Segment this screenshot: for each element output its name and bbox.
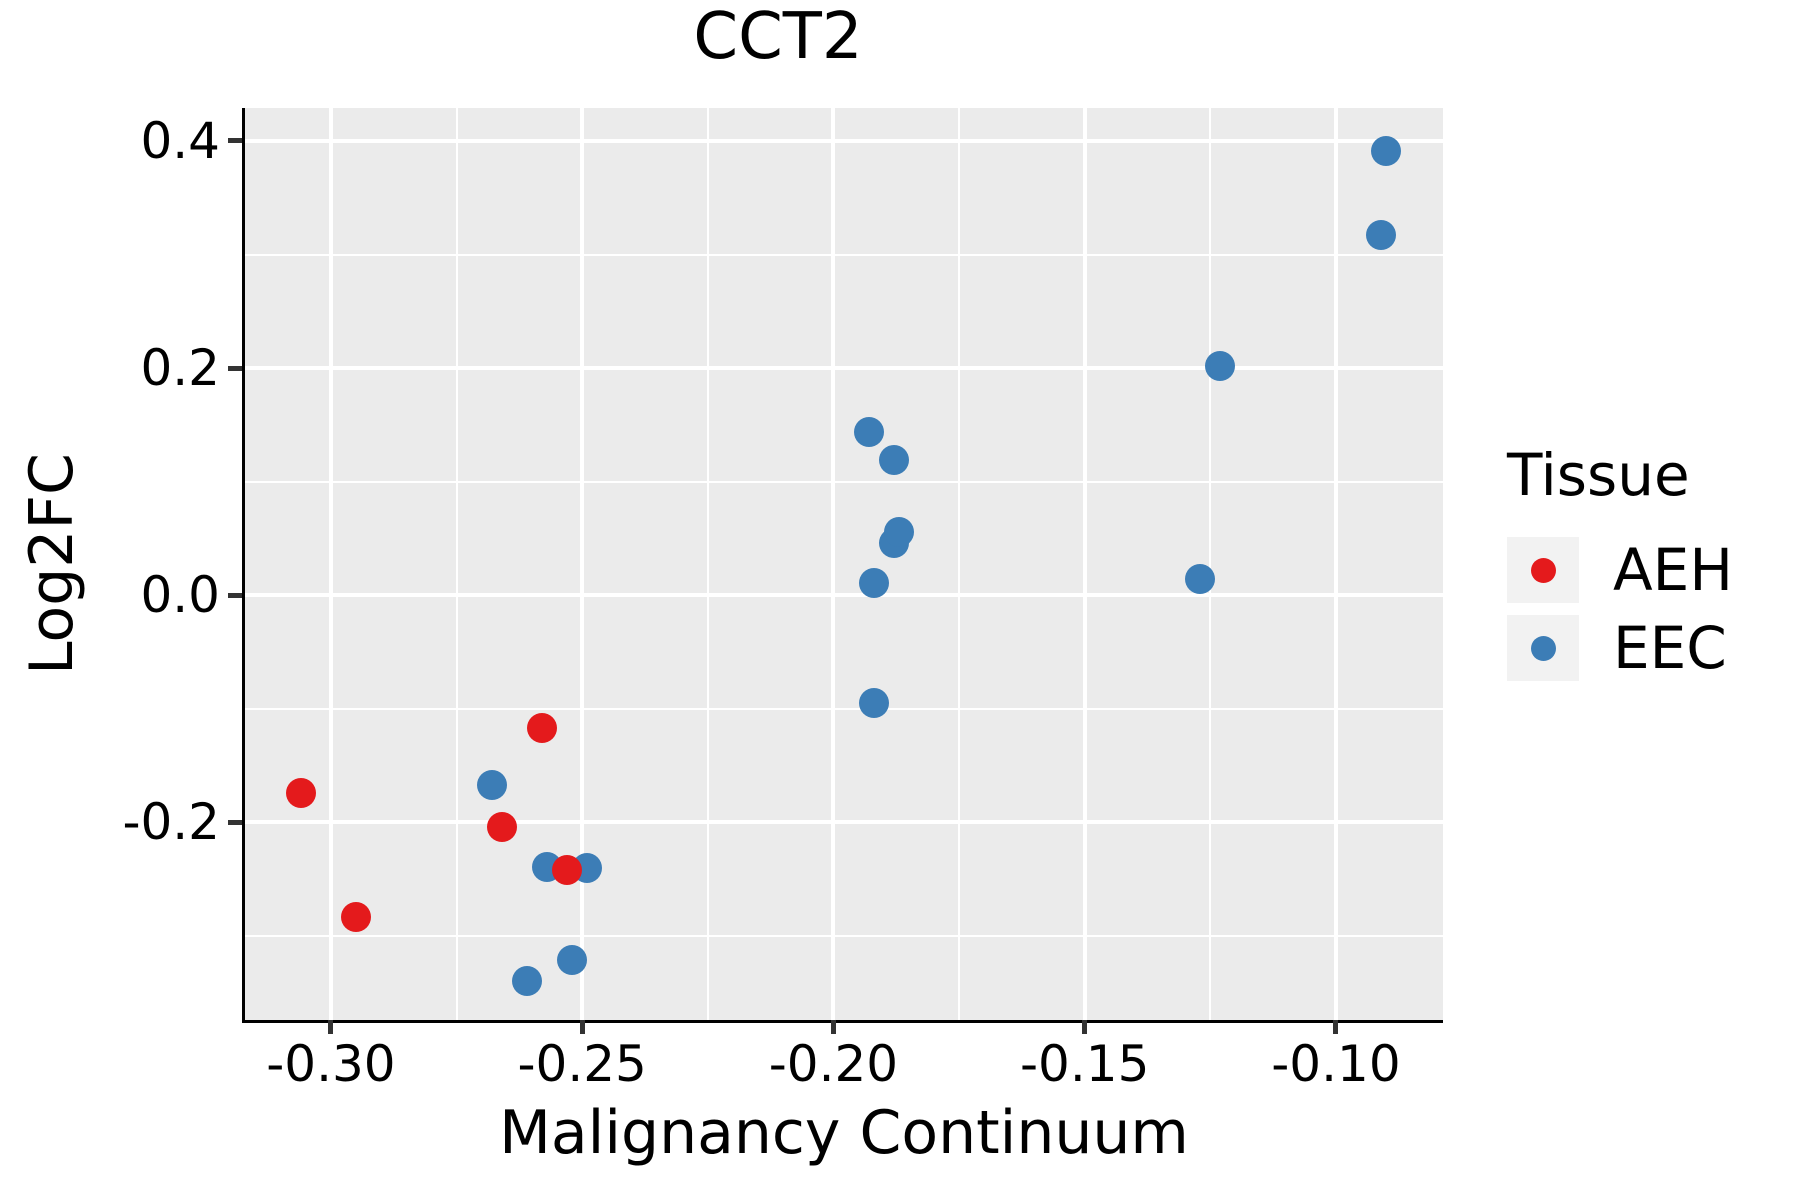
data-point-aeh bbox=[341, 901, 372, 932]
gridline-y-minor bbox=[245, 253, 1443, 256]
y-tick-label: 0.0 bbox=[140, 566, 220, 625]
legend-title: Tissue bbox=[1507, 441, 1690, 509]
y-tick-label: -0.2 bbox=[122, 793, 220, 852]
x-tick-label: -0.10 bbox=[1271, 1035, 1401, 1093]
gridline-y-major bbox=[245, 366, 1443, 371]
data-point-eec bbox=[1366, 220, 1397, 251]
gridline-x-major bbox=[1082, 108, 1087, 1020]
legend-label-eec: EEC bbox=[1613, 614, 1727, 682]
data-point-eec bbox=[858, 567, 889, 598]
gridline-x-minor bbox=[958, 108, 961, 1020]
legend-item-eec: EEC bbox=[1507, 614, 1797, 682]
data-point-eec bbox=[858, 688, 889, 719]
legend-key-aeh bbox=[1507, 537, 1579, 603]
y-tick-label: 0.2 bbox=[140, 339, 220, 398]
gridline-x-minor bbox=[706, 108, 709, 1020]
gridline-y-major bbox=[245, 138, 1443, 143]
x-axis-title: Malignancy Continuum bbox=[499, 1098, 1189, 1168]
gridline-y-major bbox=[245, 820, 1443, 825]
y-tick bbox=[228, 819, 242, 825]
data-point-eec bbox=[557, 944, 588, 975]
gridline-x-major bbox=[1333, 108, 1338, 1020]
data-point-aeh bbox=[526, 713, 557, 744]
gridline-y-minor bbox=[245, 480, 1443, 483]
data-point-aeh bbox=[285, 777, 316, 808]
gridline-y-minor bbox=[245, 707, 1443, 710]
eec-point-marker-icon bbox=[1530, 635, 1556, 661]
data-point-eec bbox=[853, 416, 884, 447]
data-point-eec bbox=[1185, 564, 1216, 595]
data-point-eec bbox=[1371, 136, 1402, 167]
x-tick bbox=[579, 1020, 585, 1034]
x-tick-label: -0.25 bbox=[517, 1035, 647, 1093]
y-tick bbox=[228, 592, 242, 598]
plot-panel bbox=[242, 108, 1443, 1023]
y-tick bbox=[228, 365, 242, 371]
gridline-x-major bbox=[831, 108, 836, 1020]
gridline-x-major bbox=[580, 108, 585, 1020]
data-point-eec bbox=[511, 966, 542, 997]
x-tick-label: -0.20 bbox=[768, 1035, 899, 1093]
gridline-x-minor bbox=[1209, 108, 1212, 1020]
x-tick bbox=[830, 1020, 836, 1034]
y-axis-title: Log2FC bbox=[17, 453, 87, 675]
data-point-aeh bbox=[552, 855, 583, 886]
gridline-y-major bbox=[245, 593, 1443, 598]
legend-label-aeh: AEH bbox=[1613, 536, 1733, 604]
x-tick bbox=[328, 1020, 334, 1034]
gridline-x-major bbox=[328, 108, 333, 1020]
data-point-eec bbox=[878, 445, 909, 476]
gridline-x-minor bbox=[455, 108, 458, 1020]
gridline-y-minor bbox=[245, 934, 1443, 937]
aeh-point-marker-icon bbox=[1530, 557, 1556, 583]
data-point-eec bbox=[476, 769, 507, 800]
x-tick bbox=[1333, 1020, 1339, 1034]
data-point-aeh bbox=[486, 811, 517, 842]
legend-key-eec bbox=[1507, 615, 1579, 681]
legend-item-aeh: AEH bbox=[1507, 536, 1797, 604]
legend: Tissue AEH EEC bbox=[1507, 444, 1797, 692]
data-point-eec bbox=[1205, 350, 1236, 381]
x-tick-label: -0.30 bbox=[266, 1035, 396, 1093]
x-tick-label: -0.15 bbox=[1020, 1035, 1150, 1093]
y-tick bbox=[228, 138, 242, 144]
x-tick bbox=[1082, 1020, 1088, 1034]
y-tick-label: 0.4 bbox=[140, 111, 220, 170]
plot-title: CCT2 bbox=[693, 0, 863, 74]
data-point-eec bbox=[883, 516, 914, 547]
